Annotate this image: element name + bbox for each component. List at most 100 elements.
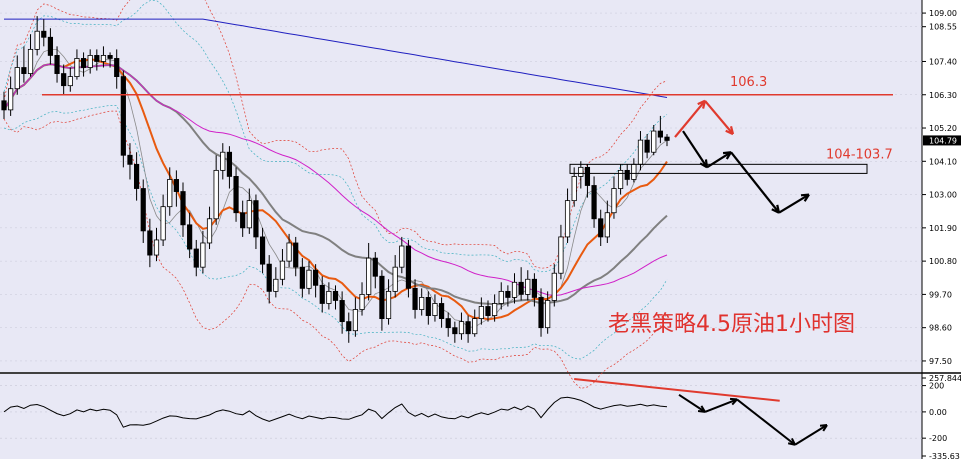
candle-bull [492, 303, 498, 316]
candle-bear [54, 55, 60, 74]
candle-bull [160, 206, 166, 241]
candle-bull [545, 300, 551, 329]
candle-bull [14, 67, 20, 90]
candle-bear [598, 218, 604, 238]
resistance-label: 106.3 [730, 75, 767, 90]
price-tick-label: 99.70 [929, 290, 952, 299]
candle-bull [27, 48, 34, 74]
candle-bear [107, 55, 113, 59]
osc-projection-segment [704, 398, 738, 413]
candle-bear [644, 139, 650, 153]
candle-bear [452, 327, 458, 335]
candle-bear [147, 230, 153, 256]
bearish-path-head [699, 159, 709, 169]
candle-bear [372, 257, 378, 277]
price-tick-label: 100.80 [929, 257, 957, 266]
candle-bull [67, 76, 73, 87]
osc-tick-label: -200 [929, 434, 947, 443]
osc-tick-label: 257.844 [929, 374, 961, 383]
candle-bull [392, 266, 398, 292]
bearish-path-segment [730, 151, 780, 214]
candle-bear [445, 318, 451, 329]
oscillator-pane [0, 378, 922, 446]
candle-bear [233, 176, 239, 214]
candle-bull [359, 293, 365, 310]
candle-bull [279, 260, 286, 280]
osc-projection-segment [678, 393, 706, 413]
candle-bear [80, 58, 87, 68]
bearish-path-segment [778, 193, 810, 214]
candle-bear [94, 55, 100, 62]
candle-bear [405, 245, 412, 289]
candle-bear [518, 281, 524, 295]
candle-bear [41, 30, 47, 38]
candle-bear [253, 200, 259, 238]
price-tick-label: 104.10 [929, 157, 957, 166]
candle-bull [87, 55, 93, 68]
candle-bear [240, 212, 246, 229]
candle-bear [438, 303, 445, 320]
candle-bear [657, 130, 663, 138]
candle-bull [100, 55, 107, 62]
candle-bear [120, 76, 126, 156]
candle-bull [8, 88, 14, 111]
candle-bear [664, 136, 670, 141]
candle-bear [114, 58, 120, 78]
candle-bear [133, 163, 140, 189]
candle-bull [167, 179, 173, 208]
candle-bull [34, 30, 40, 50]
osc-trend-line [574, 378, 780, 402]
oscillator-line [3, 396, 668, 428]
candle-bull [551, 272, 557, 301]
last-price-label: 104.79 [929, 136, 957, 145]
candle-bull [366, 257, 372, 295]
candle-bull [472, 318, 478, 335]
osc-projection-head [729, 397, 738, 406]
candle-bear [180, 191, 186, 226]
candle-bull [419, 297, 425, 310]
candle-bull [352, 309, 358, 332]
candle-bull [385, 290, 392, 320]
candle-bear [624, 169, 630, 180]
price-tick-label: 103.00 [929, 191, 957, 200]
candle-bear [293, 242, 299, 268]
candle-bear [313, 269, 319, 286]
candle-bull [432, 303, 438, 316]
bollinger-bands [3, 0, 668, 389]
candle-bull [273, 278, 279, 292]
candle-bear [505, 290, 511, 298]
candle-bear [379, 275, 385, 319]
candle-bull [578, 166, 584, 177]
candle-bull [306, 269, 312, 289]
candle-bear [47, 36, 54, 56]
candle-bear [259, 236, 266, 265]
candle-bear [226, 151, 233, 177]
osc-tick-label: 200 [929, 382, 944, 391]
osc-projection-head [819, 424, 828, 432]
bearish-path-head [771, 204, 781, 214]
candle-bull [637, 139, 644, 165]
osc-tick-label: -335.63 [929, 452, 960, 459]
candle-bear [339, 300, 345, 323]
candle-bull [206, 218, 213, 244]
price-axis: 109.00 108.55 107.40 106.30 105.20 104.10 103.… [922, 9, 957, 366]
bearish-path-head [800, 193, 810, 202]
candle-bear [538, 297, 544, 329]
candle-bull [571, 176, 577, 202]
candle-bear [465, 321, 471, 335]
price-tick-label: 108.55 [929, 23, 957, 32]
osc-projection-segment [794, 424, 828, 446]
osc-projection-head [697, 405, 706, 413]
candle-bull [631, 163, 637, 180]
chart-title: 老黑策略4.5原油1小时图 [608, 312, 855, 337]
osc-projection-segment [736, 398, 796, 446]
candle-bear [61, 73, 67, 87]
outer-band-top [3, 0, 668, 273]
candle-bear [332, 290, 339, 301]
price-tick-label: 97.50 [929, 357, 952, 366]
candle-bull [286, 242, 292, 262]
bullish-path-segment [704, 100, 734, 135]
outer-band-bottom [3, 105, 668, 360]
